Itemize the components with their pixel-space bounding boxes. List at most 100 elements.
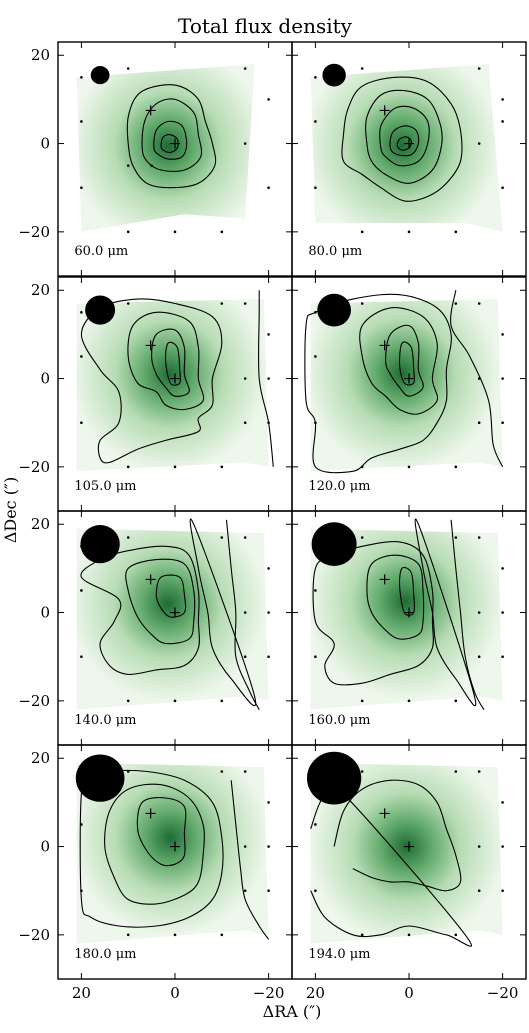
sample-dot: [360, 230, 364, 234]
x-axis-label: ΔRA (″): [263, 1002, 322, 1021]
panel-plot-area: [310, 518, 504, 710]
panel-1: 80.0 μm: [291, 41, 527, 277]
sample-dot: [477, 302, 481, 305]
sample-dot: [80, 355, 83, 358]
sample-dot: [80, 655, 83, 658]
sample-dot: [267, 611, 270, 614]
sample-dot: [243, 142, 247, 145]
contour-line: [155, 574, 187, 618]
contour-line: [80, 298, 223, 464]
sample-dot: [267, 333, 270, 336]
panel-plot-area: [75, 754, 270, 944]
x-tick-label: 20: [306, 984, 325, 1002]
contour-line: [366, 554, 425, 640]
sample-dot: [220, 699, 224, 703]
x-tick-label: 0: [170, 984, 180, 1002]
source-marker: [404, 607, 414, 618]
sample-dot: [477, 611, 481, 614]
panel-grid: 20 0 −20 60.0 μm 80.0 μm 20 0 −20 105.0 μm 120.0 …: [18, 41, 527, 1002]
y-tick-label: −20: [18, 458, 50, 476]
source-marker: [379, 340, 390, 351]
x-tick-label: −20: [253, 984, 285, 1002]
sample-dot: [454, 699, 458, 703]
wavelength-label: 180.0 μm: [74, 947, 136, 962]
contour-line: [136, 797, 187, 867]
sample-dot: [267, 98, 270, 101]
sample-dot: [173, 699, 177, 703]
contour-line: [359, 307, 439, 415]
sample-dot: [173, 933, 177, 937]
contour-line: [341, 76, 463, 202]
sample-dot: [267, 655, 270, 658]
sample-dot: [220, 465, 224, 469]
wavelength-label: 120.0 μm: [308, 479, 370, 494]
sample-dot: [80, 120, 83, 123]
sample-dot: [267, 186, 270, 189]
sample-dot: [220, 302, 224, 305]
sample-dot: [477, 770, 481, 773]
sample-dot: [243, 421, 247, 424]
sample-dot: [360, 699, 364, 703]
wavelength-label: 160.0 μm: [308, 713, 370, 728]
sample-dot: [501, 801, 504, 804]
sample-dot: [243, 845, 247, 848]
sample-dot: [220, 933, 224, 937]
sample-dot: [407, 230, 411, 234]
panel-6: 20 20 0 0 −20 −20 180.0 μm: [18, 744, 293, 1002]
sample-dot: [126, 699, 130, 703]
contour-line: [379, 105, 430, 167]
wavelength-label: 140.0 μm: [74, 713, 136, 728]
sample-dot: [501, 567, 504, 570]
flux-map: [310, 64, 503, 232]
panel-plot-area: [76, 290, 274, 472]
y-tick-label: 20: [31, 46, 50, 64]
sample-dot: [314, 311, 317, 314]
sample-dot: [314, 355, 317, 358]
sample-dot: [243, 770, 247, 773]
sample-dot: [314, 823, 317, 826]
panel-7: 20 0 −20 194.0 μm: [291, 744, 527, 1002]
sample-dot: [477, 845, 481, 848]
flux-map: [76, 762, 269, 944]
sample-dot: [267, 845, 270, 848]
y-axis-label: ΔDec (″): [1, 477, 20, 543]
sample-dot: [407, 465, 411, 469]
beam-ellipse: [85, 295, 116, 325]
beam-ellipse: [306, 751, 362, 805]
contour-line: [230, 780, 270, 940]
sample-dot: [173, 230, 177, 234]
beam-ellipse: [322, 63, 346, 87]
sample-dot: [243, 889, 247, 892]
sample-dot: [126, 302, 130, 305]
sample-dot: [501, 98, 504, 101]
sample-dot: [454, 465, 458, 469]
panel-plot-area: [304, 290, 504, 474]
y-tick-label: 0: [40, 135, 50, 153]
sample-dot: [314, 421, 317, 424]
wavelength-label: 194.0 μm: [308, 947, 370, 962]
flux-map: [310, 528, 503, 710]
x-tick-label: 20: [72, 984, 91, 1002]
source-marker: [170, 138, 180, 149]
sample-dot: [267, 377, 270, 380]
sample-dot: [267, 421, 270, 424]
figure-title: Total flux density: [178, 14, 353, 38]
sample-dot: [126, 465, 130, 469]
wavelength-label: 80.0 μm: [308, 244, 362, 259]
sample-dot: [477, 67, 481, 70]
y-tick-label: 0: [40, 838, 50, 856]
source-marker: [404, 373, 414, 384]
sample-dot: [80, 76, 83, 79]
sample-dot: [314, 589, 317, 592]
source-marker: [404, 138, 414, 149]
contour-line: [80, 545, 200, 676]
source-marker: [170, 841, 180, 852]
flux-map: [76, 64, 255, 232]
sample-dot: [501, 186, 504, 189]
sample-dot: [360, 536, 364, 539]
contour-line: [104, 783, 205, 905]
sample-dot: [267, 801, 270, 804]
sample-dot: [454, 933, 458, 937]
sample-dot: [477, 889, 481, 892]
